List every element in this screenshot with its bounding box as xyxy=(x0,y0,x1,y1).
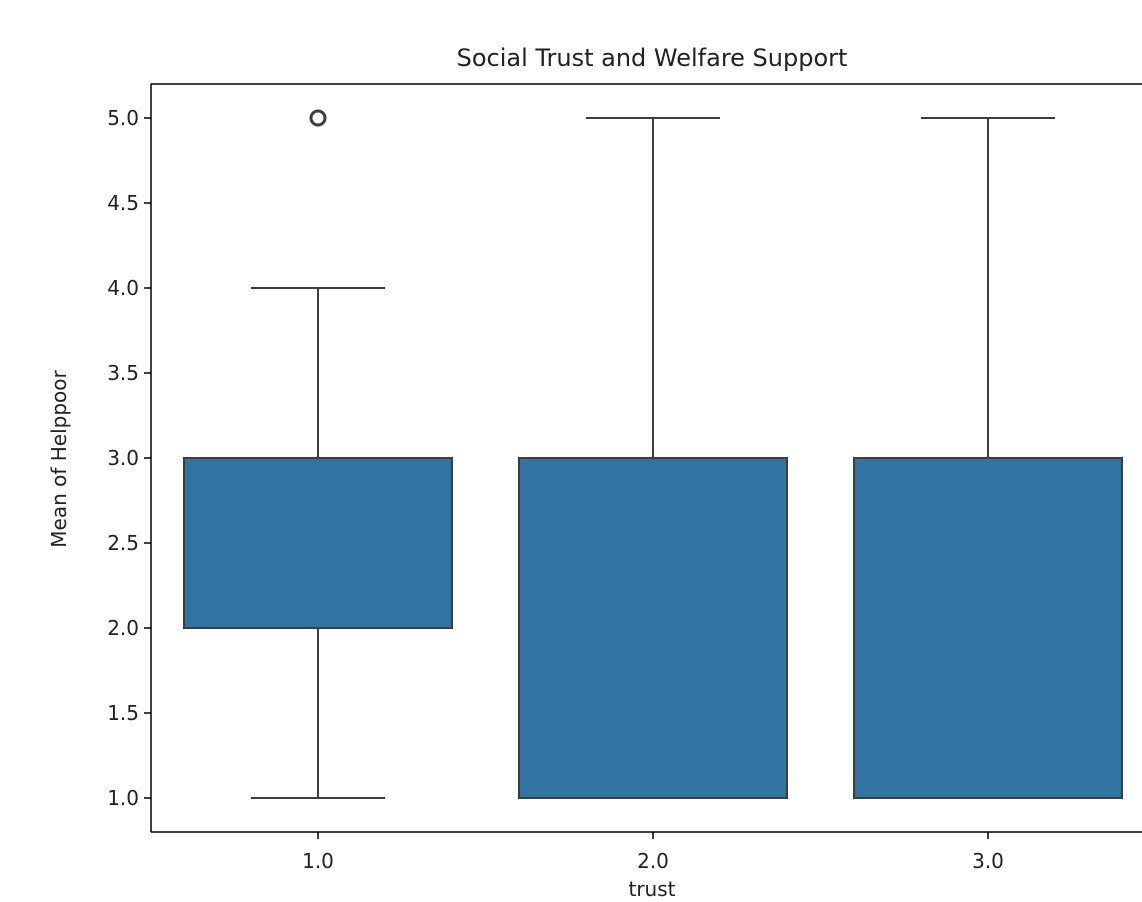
y-tick-label: 1.5 xyxy=(107,701,139,725)
box-iqr xyxy=(853,457,1123,799)
y-tick-label: 1.0 xyxy=(107,786,139,810)
y-axis-label: Mean of Helppoor xyxy=(47,369,71,547)
x-tick-label: 2.0 xyxy=(637,849,669,873)
outlier-point xyxy=(309,109,327,127)
x-axis-label: trust xyxy=(628,877,675,901)
box-iqr xyxy=(518,457,788,799)
y-tick-label: 4.0 xyxy=(107,276,139,300)
y-tick-label: 2.0 xyxy=(107,616,139,640)
y-tick-label: 4.5 xyxy=(107,191,139,215)
y-tick-label: 3.0 xyxy=(107,446,139,470)
y-axis-label-group: Mean of Helppoor xyxy=(47,369,71,547)
y-tick-label: 5.0 xyxy=(107,106,139,130)
box-iqr xyxy=(183,457,453,629)
plot-area: 1.0 1.5 2.0 2.5 3.0 3.5 4.0 4.5 5.0 1.0 2.0 3.0 xyxy=(107,83,1142,873)
x-tick-label: 1.0 xyxy=(302,849,334,873)
chart-title: Social Trust and Welfare Support xyxy=(457,44,848,72)
y-tick-label: 3.5 xyxy=(107,361,139,385)
x-tick-label: 3.0 xyxy=(972,849,1004,873)
y-tick-label: 2.5 xyxy=(107,531,139,555)
